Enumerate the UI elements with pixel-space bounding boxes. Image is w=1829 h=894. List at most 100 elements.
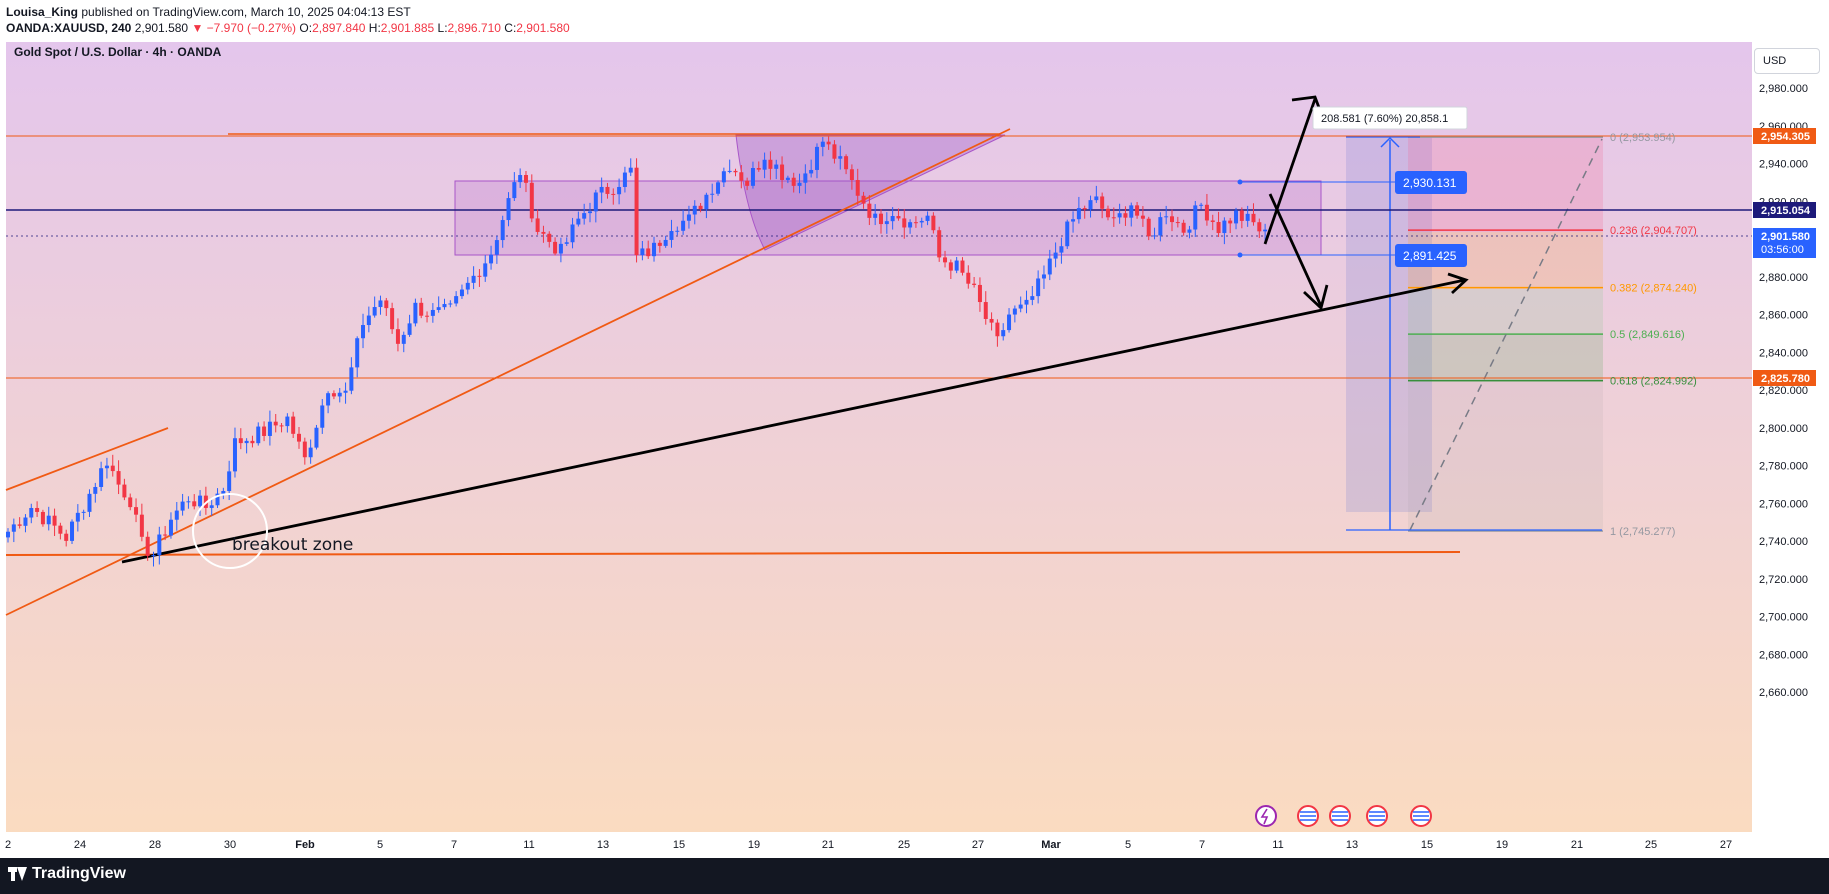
candle-body [966,272,971,284]
measure-arrow-head [1380,136,1400,148]
long-trendline [121,278,1466,564]
lightning-glyph [1260,808,1269,825]
candle-body [855,180,860,196]
chart-title: Gold Spot / U.S. Dollar · 4h · OANDA [14,45,222,59]
candle-body [867,203,872,218]
price-tick-label: 2,720.000 [1759,574,1808,586]
candle-body [1123,213,1128,218]
candle-body [17,524,22,526]
candle-body [326,393,331,406]
candle-body [861,195,866,204]
time-tick-label: 24 [74,839,86,851]
time-tick-label: 15 [1421,839,1433,851]
candle-body [669,231,674,240]
candle-body [6,531,10,538]
candle-body [1088,200,1093,210]
candle-body [1181,222,1186,233]
candle-body [1135,205,1140,216]
time-tick-label: Mar [1041,839,1061,851]
candle-body [518,175,523,183]
publish-header: Louisa_King published on TradingView.com… [0,0,1829,42]
candle-body [489,254,494,264]
candle-body [448,303,453,305]
candle-body [1047,258,1052,275]
time-tick-label: 27 [972,839,984,851]
candle-body [925,215,930,221]
candle-body [1222,220,1227,234]
breakout-zone-circle [192,493,268,569]
range-bottom-handle[interactable] [1237,252,1243,258]
candle-body [675,230,680,232]
us-flag-stripes [1413,811,1429,821]
candle-body [1100,196,1105,209]
candle-body [1030,296,1035,300]
candle-body [762,159,767,170]
high-value: 2,901.885 [380,21,435,35]
candle-body [849,169,854,181]
candle-body [314,427,319,448]
candle-body [721,171,726,183]
us-flag-stripes [1369,811,1385,821]
open-label: O: [299,21,313,35]
candle-body [1152,235,1157,237]
candle-body [844,156,849,170]
candle-body [390,308,395,330]
breakout-zone-label: breakout zone [232,535,353,555]
candle-body [1140,215,1145,219]
currency-selector[interactable]: USD [1754,48,1820,74]
candle-body [1018,304,1023,309]
candle-body [459,289,464,297]
candle-body [1251,213,1256,223]
lightning-icon[interactable] [1255,805,1277,827]
tradingview-logo[interactable]: TradingView [8,865,126,883]
author-name[interactable]: Louisa_King [6,5,79,19]
candle-body [395,329,400,344]
candle-body [605,186,610,194]
fib-level-label: 0.5 (2,849.616) [1610,329,1685,341]
candle-body [430,309,435,316]
candle-body [832,144,837,159]
candle-body [250,440,255,444]
candle-body [52,515,57,526]
candle-body [1164,216,1169,218]
candle-body [227,471,232,492]
candle-body [1012,308,1017,315]
candle-body [943,257,948,263]
event-icons[interactable] [1255,805,1432,827]
candlesticks [6,136,1268,567]
candle-body [93,486,98,494]
price-chart[interactable]: breakout zone 208.581 (7.60%) 20,858.1 2… [0,42,1829,858]
candle-body [134,507,139,515]
range-top-handle[interactable] [1237,179,1243,185]
candle-body [797,182,802,186]
candle-body [692,205,697,215]
candle-body [1071,219,1076,222]
time-tick-label: 21 [1571,839,1583,851]
candle-body [919,220,924,223]
time-tick-label: Feb [295,839,315,851]
support-line-2731 [5,551,1461,556]
candle-body [122,484,127,498]
candle-body [995,322,1000,337]
time-axis[interactable]: 2 24 28 30 Feb 5 7 11 13 15 19 21 25 27 Mar 5 7 11 13 15 19 2… [5,839,1732,851]
ohlc-line: OANDA:XAUUSD, 240 2,901.580 ▼ −7.970 (−0… [6,21,570,35]
candle-body [628,167,633,173]
candle-body [529,182,534,219]
candle-body [419,302,424,316]
chart-area[interactable]: breakout zone 208.581 (7.60%) 20,858.1 2… [0,42,1829,858]
candle-body [232,438,237,472]
candle-body [1234,210,1239,224]
time-tick-label: 7 [1199,839,1205,851]
fib-zone-618-1 [1408,382,1603,530]
candle-body [745,180,750,186]
last-price: 2,901.580 [134,21,189,35]
time-axis-background [6,832,1752,858]
candle-body [640,248,645,256]
candle-body [355,338,360,368]
projection-zone [1346,137,1432,512]
candle-body [279,425,284,427]
candle-body [500,220,505,241]
candle-body [558,243,563,254]
candle-body [372,307,377,316]
candle-body [145,536,150,556]
